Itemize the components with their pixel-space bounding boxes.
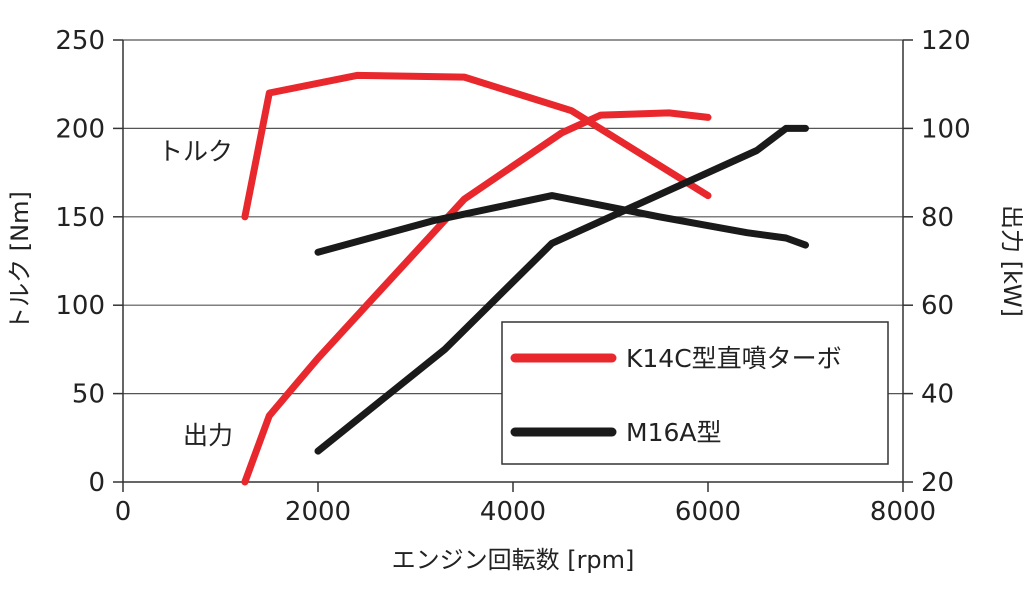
y-axis-left-title: トルク [Nm] bbox=[6, 191, 34, 331]
left-tick-label: 250 bbox=[55, 26, 105, 56]
x-tick-label: 6000 bbox=[675, 497, 741, 527]
right-tick-label: 100 bbox=[921, 114, 971, 144]
annotation-torque: トルク bbox=[158, 137, 233, 166]
x-tick-label: 0 bbox=[115, 497, 132, 527]
x-tick-label: 2000 bbox=[285, 497, 351, 527]
x-tick-label: 4000 bbox=[480, 497, 546, 527]
series-0-power-line bbox=[241, 109, 712, 486]
left-tick-label: 100 bbox=[55, 291, 105, 321]
series-1-torque-line bbox=[314, 192, 809, 256]
right-tick-label: 20 bbox=[921, 468, 954, 498]
tick-labels: 0 50 100 150 200 250 20 40 60 80 100 120 0 2000 4000 60… bbox=[55, 26, 970, 527]
annotation-power: 出力 bbox=[183, 421, 233, 450]
left-tick-label: 50 bbox=[72, 380, 105, 410]
right-tick-label: 80 bbox=[921, 203, 954, 233]
legend-box bbox=[501, 321, 889, 465]
right-tick-label: 40 bbox=[921, 380, 954, 410]
y-axis-right-title: 出力 [kW] bbox=[998, 205, 1023, 317]
series-lines bbox=[241, 71, 809, 486]
x-axis-title: エンジン回転数 [rpm] bbox=[392, 546, 635, 574]
legend-label-m16a: M16A型 bbox=[626, 418, 721, 447]
right-tick-label: 60 bbox=[921, 291, 954, 321]
left-tick-label: 200 bbox=[55, 114, 105, 144]
right-tick-label: 120 bbox=[921, 26, 971, 56]
x-tick-label: 8000 bbox=[870, 497, 936, 527]
legend: K14C型直噴ターボ M16A型 bbox=[501, 321, 889, 465]
left-tick-label: 0 bbox=[88, 468, 105, 498]
series-1-power-line bbox=[314, 124, 809, 455]
series-0-torque-line bbox=[241, 71, 712, 221]
legend-label-k14c: K14C型直噴ターボ bbox=[626, 344, 842, 373]
left-tick-label: 150 bbox=[55, 203, 105, 233]
